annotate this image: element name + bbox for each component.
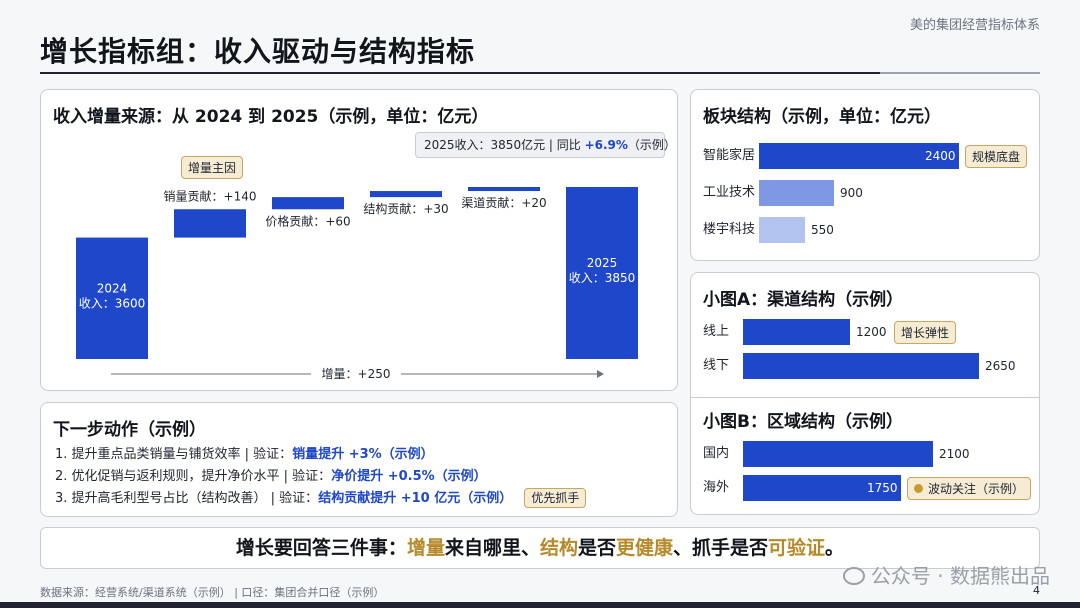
bar-row: 智能家居 2400 规模底盘 [691, 143, 1041, 169]
segment-card: 板块结构（示例，单位：亿元） 智能家居 2400 规模底盘工业技术 900 楼宇科技 55… [690, 89, 1040, 261]
revenue-summary: 2025收入：3850亿元 | 同比 +6.9%（示例） [415, 132, 676, 158]
main-driver-tag: 增量主因 [181, 156, 244, 179]
page-number: 4 [1033, 584, 1040, 597]
action-text: 3. 提升高毛利型号占比（结构改善） | 验证： [55, 491, 319, 506]
banner-text: 、抓手是否 [673, 537, 769, 559]
bar [743, 353, 979, 379]
bar [759, 143, 959, 169]
bar-category-label: 楼宇科技 [703, 222, 756, 237]
bar-value-label: 1750 [867, 481, 898, 495]
bar-value-label: 2100 [939, 447, 970, 461]
banner-text: 。 [825, 537, 845, 559]
action-metric: 销量提升 +3%（示例） [292, 447, 434, 462]
action-text: 2. 优化促销与返利规则，提升净价水平 | 验证： [55, 469, 332, 484]
tag-text: 规模底盘 [972, 150, 1021, 164]
tag-text: 增长弹性 [901, 326, 950, 340]
banner-keyword: 更健康 [616, 537, 674, 559]
bar [759, 180, 834, 206]
banner-keyword: 可验证 [768, 537, 826, 559]
actions-card: 下一步动作（示例） 1. 提升重点品类销量与铺货效率 | 验证：销量提升 +3%… [40, 402, 678, 517]
banner-text: 是否 [577, 537, 616, 559]
bar-category-label: 海外 [703, 480, 730, 495]
bar [743, 319, 850, 345]
waterfall-card: 收入增量来源：从 2024 到 2025（示例，单位：亿元） 2025收入：38… [40, 89, 678, 391]
summary-prefix: 2025收入：3850亿元 | 同比 [424, 138, 585, 152]
waterfall-bar [272, 197, 344, 210]
priority-tag: 优先抓手 [524, 488, 587, 508]
title-divider-accent [880, 72, 1040, 74]
bar-category-label: 线下 [703, 358, 730, 373]
segment-title: 板块结构（示例，单位：亿元） [703, 107, 941, 127]
banner-text: 来自哪里、 [444, 537, 540, 559]
watermark: 公众号 · 数据熊出品 [842, 560, 1050, 589]
bar-row: 工业技术 900 [691, 180, 1041, 206]
bar-value-label: 900 [840, 186, 863, 200]
waterfall-bar-label: 收入：3600 [79, 296, 146, 310]
bar-row: 海外 1750 波动关注（示例） [691, 475, 1041, 501]
bar-value-label: 2650 [985, 359, 1016, 373]
waterfall-bar-label: 收入：3850 [569, 271, 636, 285]
summary-suffix: （示例） [627, 138, 676, 152]
brand-label: 美的集团经营指标体系 [909, 18, 1040, 33]
channel-region-card: 小图A：渠道结构（示例） 线上 1200 增长弹性线下 2650 小图B：区域结构（示… [690, 272, 1040, 515]
action-metric: 结构贡献提升 +10 亿元（示例） [318, 491, 513, 506]
banner-keyword: 结构 [539, 537, 578, 559]
tag-text: 波动关注（示例） [928, 482, 1025, 496]
action-item-1: 1. 提升重点品类销量与铺货效率 | 验证：销量提升 +3%（示例） [55, 443, 434, 462]
bar-row: 线下 2650 [691, 353, 1041, 379]
bar-value-label: 2400 [925, 149, 956, 163]
waterfall-bar [76, 237, 148, 359]
arrow-icon [597, 370, 604, 378]
title-divider [40, 72, 1040, 74]
dot-icon [914, 484, 923, 493]
waterfall-bar-label: 销量贡献：+140 [164, 188, 257, 203]
action-item-3: 3. 提升高毛利型号占比（结构改善） | 验证：结构贡献提升 +10 亿元（示例… [55, 487, 587, 508]
bar-category-label: 国内 [703, 446, 730, 461]
bar-tag: 规模底盘 [965, 145, 1028, 168]
waterfall-bar-label: 2024 [97, 281, 128, 295]
bar [743, 441, 933, 467]
waterfall-bar-label: 渠道贡献：+20 [461, 195, 546, 210]
bar-value-label: 550 [811, 223, 834, 237]
summary-highlight: +6.9% [584, 138, 628, 152]
waterfall-bar [468, 187, 540, 192]
bar-row: 线上 1200 增长弹性 [691, 319, 1041, 345]
action-text: 1. 提升重点品类销量与铺货效率 | 验证： [55, 447, 293, 462]
bar-category-label: 线上 [703, 324, 730, 339]
footer-source: 数据来源：经营系统/渠道系统（示例） | 口径：集团合并口径（示例） [40, 586, 385, 599]
actions-title: 下一步动作（示例） [53, 420, 206, 440]
takeaway-banner: 增长要回答三件事：增量来自哪里、结构是否更健康、抓手是否可验证。 [40, 527, 1040, 569]
bar-tag: 增长弹性 [894, 321, 957, 344]
waterfall-title: 收入增量来源：从 2024 到 2025（示例，单位：亿元） [53, 107, 489, 127]
bar-value-label: 1200 [856, 325, 887, 339]
bar [759, 217, 805, 243]
wechat-icon [842, 567, 865, 585]
bar [743, 475, 901, 501]
bar-category-label: 工业技术 [703, 185, 756, 200]
banner-text: 增长要回答三件事： [235, 537, 407, 559]
card-divider [691, 397, 1039, 398]
bar-row: 国内 2100 [691, 441, 1041, 467]
waterfall-bar [370, 191, 442, 198]
waterfall-bar [174, 209, 246, 238]
bar-tag: 波动关注（示例） [907, 477, 1032, 500]
waterfall-bar-label: 结构贡献：+30 [363, 201, 448, 216]
bar-category-label: 智能家居 [703, 148, 756, 163]
page-title: 增长指标组：收入驱动与结构指标 [40, 35, 476, 68]
action-item-2: 2. 优化促销与返利规则，提升净价水平 | 验证：净价提升 +0.5%（示例） [55, 465, 487, 484]
region-title: 小图B：区域结构（示例） [703, 412, 903, 432]
waterfall-bar-label: 2025 [587, 256, 618, 270]
watermark-text: 公众号 · 数据熊出品 [870, 564, 1050, 588]
waterfall-bar-label: 价格贡献：+60 [265, 213, 350, 228]
banner-keyword: 增量 [406, 537, 445, 559]
total-increase-label: 增量：+250 [322, 367, 391, 381]
bar-row: 楼宇科技 550 [691, 217, 1041, 243]
action-metric: 净价提升 +0.5%（示例） [331, 469, 487, 484]
waterfall-bar [566, 187, 638, 359]
channel-title: 小图A：渠道结构（示例） [703, 290, 904, 310]
